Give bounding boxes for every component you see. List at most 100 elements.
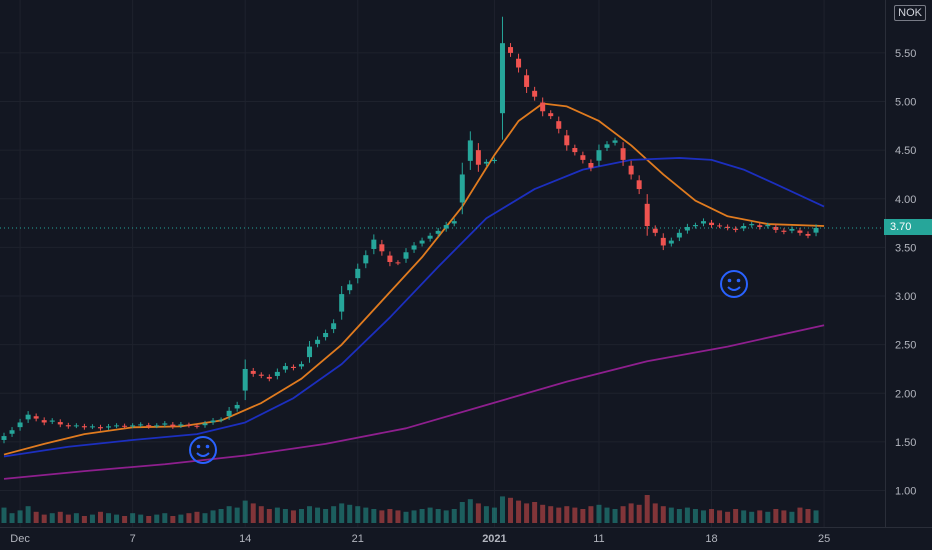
candle-body xyxy=(154,425,160,427)
price-tick-label: 1.00 xyxy=(895,486,916,498)
candle-body xyxy=(363,255,369,264)
candle-body xyxy=(443,225,449,229)
volume-bar xyxy=(692,509,698,523)
moving-average-line xyxy=(3,324,825,480)
price-tick-label: 5.00 xyxy=(895,97,916,109)
volume-bar xyxy=(347,504,353,523)
volume-bar xyxy=(89,514,95,523)
candle-body xyxy=(692,225,698,227)
price-tick-label: 3.00 xyxy=(895,291,916,303)
volume-bar xyxy=(660,506,666,523)
volume-bar xyxy=(668,507,674,523)
candle-body xyxy=(516,58,522,68)
candle-body xyxy=(403,252,409,259)
price-tick-label: 2.50 xyxy=(895,340,916,352)
candle-body xyxy=(331,323,337,330)
candle-body xyxy=(628,165,634,175)
price-tick-label: 1.50 xyxy=(895,437,916,449)
candle-body xyxy=(741,226,747,229)
volume-bar xyxy=(130,513,136,523)
volume-bar xyxy=(459,502,465,523)
smiley-face-icon xyxy=(189,436,217,464)
volume-bar xyxy=(250,503,256,523)
candle-body xyxy=(282,366,288,370)
volume-bar xyxy=(676,509,682,523)
candle-body xyxy=(717,225,723,227)
volume-bar xyxy=(757,510,763,523)
candle-body xyxy=(33,416,39,419)
candle-body xyxy=(387,255,393,262)
volume-bar xyxy=(540,504,546,523)
candle-body xyxy=(395,262,401,264)
candle-body xyxy=(548,113,554,117)
price-axis-separator xyxy=(885,0,886,528)
volume-bar xyxy=(620,506,626,523)
candle-body xyxy=(17,422,23,428)
volume-bar xyxy=(282,509,288,523)
symbol-label[interactable]: NOK xyxy=(894,5,926,21)
volume-bar xyxy=(797,507,803,523)
candle-body xyxy=(483,161,489,164)
time-tick-label: 14 xyxy=(239,533,251,545)
candle-body xyxy=(146,425,152,427)
candle-body xyxy=(676,232,682,238)
volume-bar xyxy=(467,499,473,523)
volume-bars xyxy=(1,495,819,523)
candle-body xyxy=(636,180,642,190)
price-tick-label: 4.00 xyxy=(895,194,916,206)
price-tick-label: 2.00 xyxy=(895,388,916,400)
volume-bar xyxy=(733,509,739,523)
volume-bar xyxy=(1,507,7,523)
volume-bar xyxy=(805,509,811,523)
time-tick-label: 18 xyxy=(705,533,717,545)
volume-bar xyxy=(564,506,570,523)
candle-body xyxy=(604,144,610,148)
volume-bar xyxy=(403,511,409,523)
volume-bar xyxy=(475,503,481,523)
volume-bar xyxy=(307,506,313,523)
candle-body xyxy=(218,419,224,421)
volume-bar xyxy=(419,509,425,523)
volume-bar xyxy=(612,509,618,523)
volume-bar xyxy=(194,511,200,523)
candle-body xyxy=(540,102,546,112)
volume-bar xyxy=(81,516,87,523)
moving-average-line xyxy=(3,157,825,458)
volume-bar xyxy=(97,511,103,523)
volume-bar xyxy=(234,507,240,523)
candle-body xyxy=(298,364,304,367)
price-axis[interactable]: 5.50 5.00 4.50 4.00 3.50 3.00 2.50 2.00 1.50 1.00 xyxy=(895,48,916,498)
volume-bar xyxy=(781,510,787,523)
volume-bar xyxy=(379,510,385,523)
volume-bar xyxy=(427,507,433,523)
time-axis[interactable]: Dec 7 14 21 2021 11 18 25 xyxy=(10,533,830,545)
candle-body xyxy=(660,237,666,246)
volume-bar xyxy=(765,511,771,523)
volume-bar xyxy=(588,506,594,523)
volume-bar xyxy=(323,509,329,523)
grid-lines xyxy=(0,0,885,527)
candle-body xyxy=(379,244,385,252)
candle-body xyxy=(49,420,55,422)
candle-body xyxy=(242,368,248,391)
candle-body xyxy=(620,148,626,160)
volume-bar xyxy=(684,507,690,523)
volume-bar xyxy=(186,513,192,523)
candle-body xyxy=(427,235,433,239)
candle-body xyxy=(773,226,779,230)
volume-bar xyxy=(114,514,120,523)
volume-bar xyxy=(298,509,304,523)
volume-bar xyxy=(41,514,47,523)
volume-bar xyxy=(218,509,224,523)
volume-bar xyxy=(49,513,55,523)
volume-bar xyxy=(411,510,417,523)
candle-body xyxy=(684,226,690,231)
volume-bar xyxy=(138,514,144,523)
candle-body xyxy=(178,424,184,426)
candle-body xyxy=(757,225,763,227)
price-tick-label: 5.50 xyxy=(895,48,916,60)
candle-body xyxy=(524,75,530,87)
candle-body xyxy=(475,150,481,165)
volume-bar xyxy=(274,507,280,523)
